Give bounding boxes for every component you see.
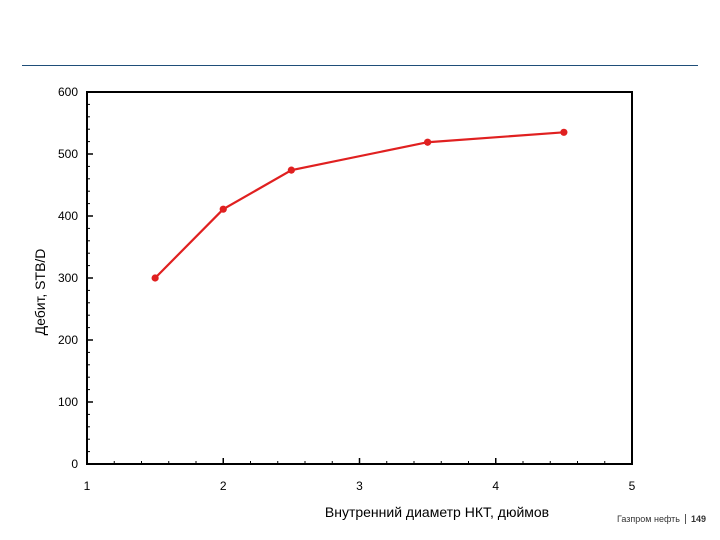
x-tick-label: 3 [356, 479, 363, 493]
y-tick-label: 300 [58, 271, 78, 285]
data-point [287, 166, 295, 174]
data-point [424, 138, 432, 146]
x-tick-label: 5 [629, 479, 636, 493]
y-tick-label: 500 [58, 147, 78, 161]
data-point [219, 205, 227, 213]
y-tick-label: 100 [58, 395, 78, 409]
plot-frame [86, 91, 633, 465]
x-tick-label: 2 [220, 479, 227, 493]
footer-company: Газпром нефть [617, 514, 680, 524]
data-point [560, 128, 568, 136]
y-tick-label: 600 [58, 85, 78, 99]
y-axis-title: Дебит, STB/D [32, 249, 48, 336]
data-point [151, 274, 159, 282]
y-tick-label: 200 [58, 333, 78, 347]
x-tick-label: 4 [492, 479, 499, 493]
footer: Газпром нефть 149 [617, 514, 706, 524]
title-divider-line [22, 65, 698, 66]
y-tick-label: 0 [71, 457, 78, 471]
page-number: 149 [690, 514, 706, 524]
y-tick-label: 400 [58, 209, 78, 223]
x-axis-title: Внутренний диаметр НКТ, дюймов [325, 504, 549, 520]
footer-separator [684, 514, 686, 524]
x-tick-label: 1 [84, 479, 91, 493]
series-line [154, 131, 564, 279]
